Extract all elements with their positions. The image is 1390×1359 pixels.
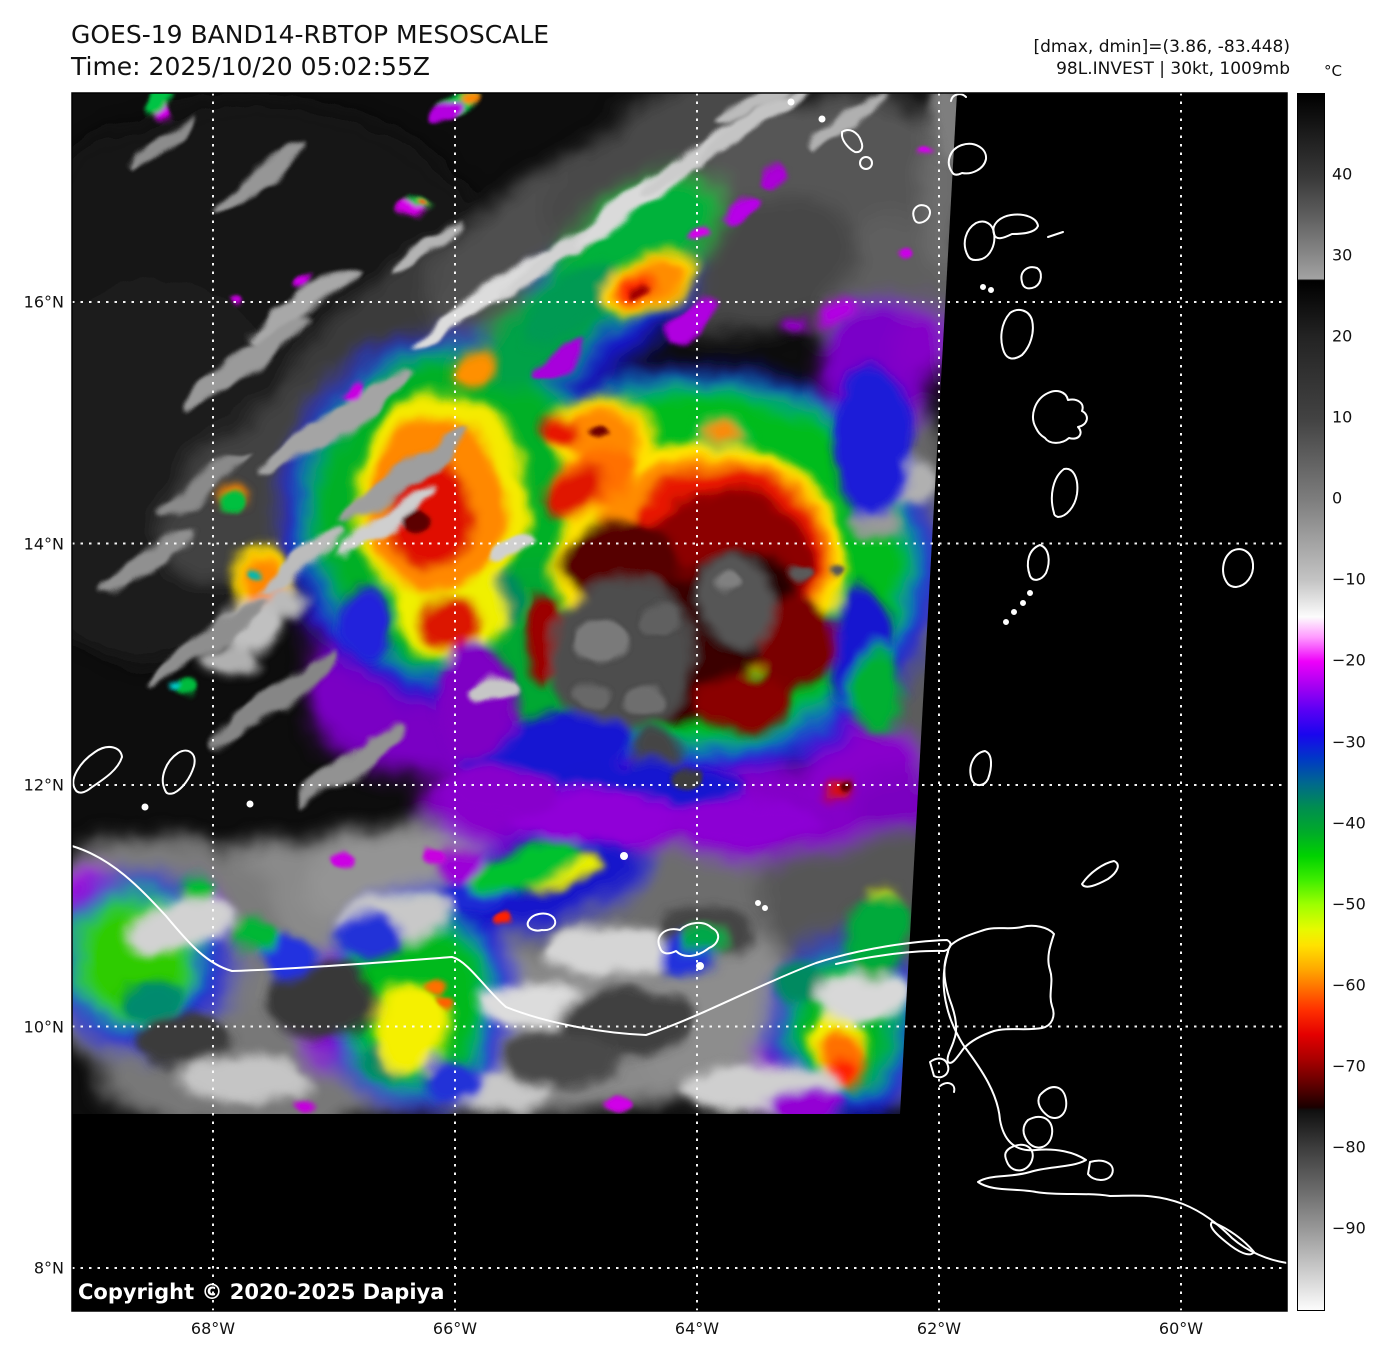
lon-axis-label: 68°W xyxy=(190,1319,236,1338)
colorbar-tick-label: −50 xyxy=(1332,894,1366,914)
storm-info-label: 98L.INVEST | 30kt, 1009mb xyxy=(1056,59,1290,79)
colorbar-tick-label: −90 xyxy=(1332,1218,1366,1238)
timestamp-label: Time: 2025/10/20 05:02:55Z xyxy=(71,52,430,81)
page-title: GOES-19 BAND14-RBTOP MESOSCALE xyxy=(71,20,550,49)
colorbar-tick-label: −60 xyxy=(1332,975,1366,995)
lat-axis-label: 16°N xyxy=(23,292,64,312)
lat-axis-label: 10°N xyxy=(23,1017,64,1036)
dmax-dmin-label: [dmax, dmin]=(3.86, -83.448) xyxy=(1033,37,1290,57)
plot-frame xyxy=(71,92,1288,1312)
colorbar-tick-label: −20 xyxy=(1332,650,1366,670)
lat-axis-label: 14°N xyxy=(23,534,64,553)
lat-axis-label: 8°N xyxy=(33,1258,64,1278)
imagery-sector xyxy=(72,93,957,1114)
lat-axis-label: 12°N xyxy=(23,775,64,795)
colorbar-tick-label: 40 xyxy=(1332,164,1353,184)
colorbar-unit-label: °C xyxy=(1324,62,1342,80)
colorbar-tick-label: −80 xyxy=(1332,1137,1366,1157)
colorbar-tick-label: 30 xyxy=(1332,245,1353,265)
lon-axis-label: 60°W xyxy=(1158,1319,1204,1338)
colorbar-tick-label: −70 xyxy=(1332,1056,1366,1076)
colorbar-tick-label: 0 xyxy=(1332,488,1343,508)
lon-axis-label: 64°W xyxy=(674,1319,720,1338)
colorbar-tick-label: 10 xyxy=(1332,407,1353,427)
coastlines xyxy=(71,93,1288,1264)
copyright-label: Copyright © 2020-2025 Dapiya xyxy=(78,1280,445,1304)
lon-axis-label: 66°W xyxy=(432,1319,478,1338)
colorbar-tick-label: 20 xyxy=(1332,326,1353,346)
colorbar-tick-label: −30 xyxy=(1332,732,1366,752)
colorbar-tick-label: −10 xyxy=(1332,569,1366,589)
graticule-gridlines xyxy=(72,93,1287,1311)
colorbar-tick-label: −40 xyxy=(1332,813,1366,833)
colorbar xyxy=(1297,93,1325,1311)
lon-axis-label: 62°W xyxy=(916,1319,962,1338)
